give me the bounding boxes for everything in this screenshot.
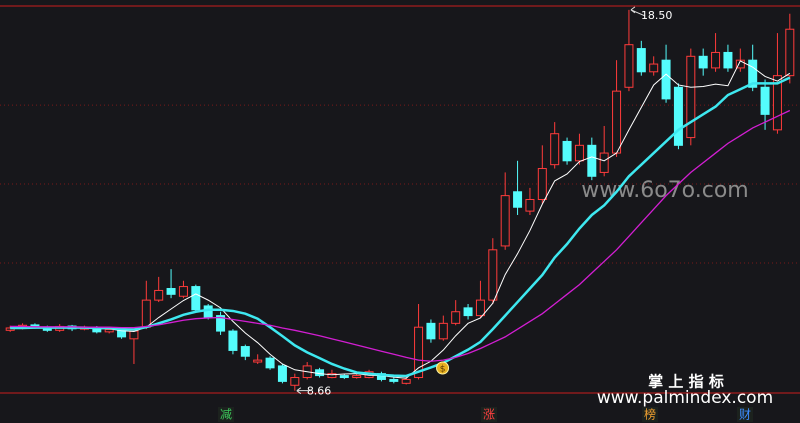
bottom-tag: 财 [739, 408, 751, 422]
annotation-label: 18.50 [641, 9, 673, 22]
signal-icon [436, 361, 450, 375]
candle-body [166, 288, 176, 295]
candle-body [735, 59, 745, 69]
signal-icon-text: $ [440, 365, 446, 375]
moving-average [10, 76, 791, 378]
candle-body [475, 299, 485, 317]
candle-body [240, 346, 250, 357]
candle-body [290, 377, 300, 386]
annotation-arrow [296, 387, 311, 395]
candle-body [203, 305, 213, 319]
watermark: 掌 上 指 标 [648, 373, 724, 391]
watermark: www.palmindex.com [597, 388, 773, 408]
annotation-arrow [630, 6, 646, 17]
candle-body [401, 378, 411, 384]
candle-body [550, 133, 560, 166]
candle-body [141, 299, 151, 328]
candle-body [154, 289, 164, 301]
candle-body [748, 59, 758, 88]
candle-body [178, 286, 188, 297]
candle-body [339, 375, 349, 379]
candle-body [500, 195, 510, 247]
candle-body [760, 86, 770, 115]
bottom-tag-bg [218, 407, 234, 422]
candle-body [673, 86, 683, 146]
candle-body [537, 168, 547, 200]
candle-body [253, 359, 263, 363]
candle-body [649, 63, 659, 73]
bottom-tag: 榜 [644, 407, 656, 422]
candle-body [191, 286, 201, 311]
candle-body [426, 322, 436, 340]
candle-body [698, 55, 708, 69]
bottom-tag-bg [481, 407, 497, 422]
candle-body [686, 55, 696, 139]
annotation-label: 8.66 [307, 385, 332, 398]
candle-body [661, 59, 671, 100]
candle-body [513, 191, 523, 208]
candle-body [711, 51, 721, 69]
bottom-tag: 减 [220, 408, 232, 422]
candle-body [389, 378, 399, 382]
candle-body [104, 329, 114, 333]
candle-body [785, 28, 795, 77]
candle-body [525, 199, 535, 212]
candle-body [723, 51, 733, 69]
candle-body [624, 44, 634, 88]
candle-body [228, 330, 238, 351]
bottom-tag-bg [737, 407, 753, 422]
candle-body [463, 307, 473, 317]
candle-body [636, 48, 646, 73]
candle-body [772, 75, 782, 131]
candle-body [277, 365, 287, 382]
candle-body [265, 357, 275, 369]
candle-body [599, 152, 609, 173]
candle-body [451, 311, 461, 324]
candle-body [352, 375, 362, 379]
moving-average [10, 109, 791, 362]
candle-body [612, 90, 622, 154]
candle-body [574, 144, 584, 162]
candle-body [562, 140, 572, 162]
bottom-tag: 涨 [483, 407, 495, 422]
candle-body [129, 330, 139, 340]
candle-body [587, 144, 597, 177]
candle-body [414, 326, 424, 379]
bottom-tag-bg [642, 407, 658, 422]
candle-body [327, 373, 337, 379]
candle-body [315, 369, 325, 377]
candle-body [438, 322, 448, 340]
candle-body [216, 315, 226, 332]
candle-body [488, 249, 498, 301]
watermark: www.6o7o.com [581, 178, 748, 203]
